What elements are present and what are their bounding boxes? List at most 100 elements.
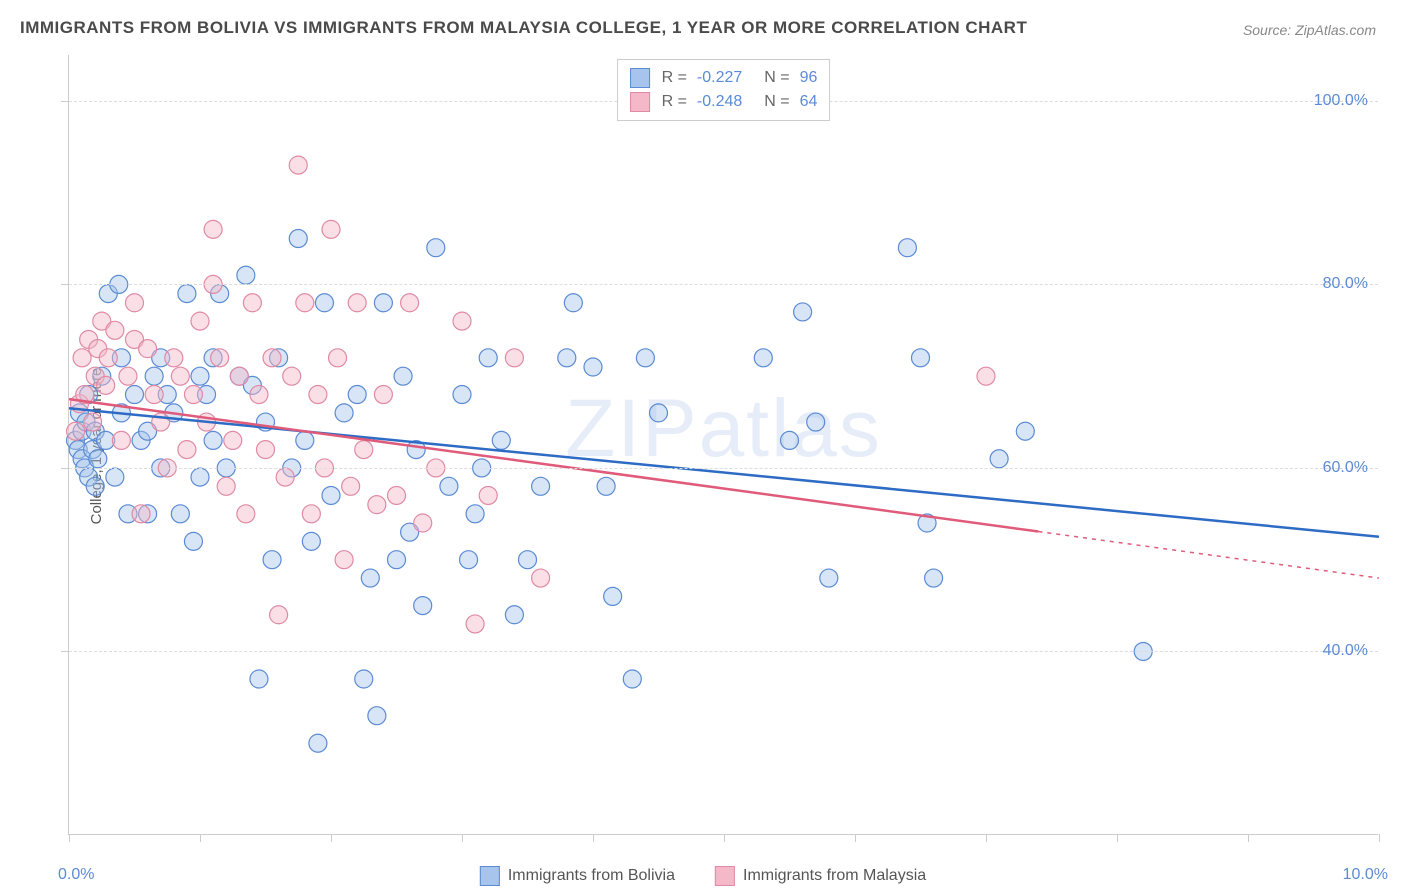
- data-point: [276, 468, 294, 486]
- data-point: [342, 477, 360, 495]
- data-point: [243, 294, 261, 312]
- data-point: [309, 386, 327, 404]
- n-value-bolivia: 96: [800, 69, 818, 87]
- data-point: [126, 386, 144, 404]
- data-point: [139, 340, 157, 358]
- x-tick: [1248, 834, 1249, 842]
- data-point: [211, 349, 229, 367]
- data-point: [106, 468, 124, 486]
- data-point: [191, 367, 209, 385]
- legend-item-malaysia: Immigrants from Malaysia: [715, 866, 926, 886]
- data-point: [89, 450, 107, 468]
- data-point: [250, 670, 268, 688]
- y-tick: [61, 101, 69, 102]
- y-tick: [61, 284, 69, 285]
- n-value-malaysia: 64: [800, 93, 818, 111]
- data-point: [505, 349, 523, 367]
- data-point: [754, 349, 772, 367]
- r-label: R =: [662, 69, 687, 87]
- x-tick: [69, 834, 70, 842]
- data-point: [912, 349, 930, 367]
- legend-item-bolivia: Immigrants from Bolivia: [480, 866, 675, 886]
- data-point: [348, 386, 366, 404]
- data-point: [584, 358, 602, 376]
- data-point: [460, 551, 478, 569]
- x-tick: [462, 834, 463, 842]
- x-tick: [593, 834, 594, 842]
- data-point: [427, 239, 445, 257]
- legend-label-bolivia: Immigrants from Bolivia: [508, 867, 675, 885]
- data-point: [86, 477, 104, 495]
- data-point: [388, 486, 406, 504]
- data-point: [335, 551, 353, 569]
- r-value-bolivia: -0.227: [697, 69, 742, 87]
- data-point: [532, 477, 550, 495]
- data-point: [84, 413, 102, 431]
- data-point: [564, 294, 582, 312]
- data-point: [165, 349, 183, 367]
- data-point: [329, 349, 347, 367]
- data-point: [466, 615, 484, 633]
- data-point: [388, 551, 406, 569]
- data-point: [990, 450, 1008, 468]
- scatter-svg: [69, 55, 1378, 834]
- chart-title: IMMIGRANTS FROM BOLIVIA VS IMMIGRANTS FR…: [20, 18, 1027, 38]
- data-point: [191, 312, 209, 330]
- data-point: [414, 597, 432, 615]
- data-point: [807, 413, 825, 431]
- data-point: [73, 349, 91, 367]
- r-value-malaysia: -0.248: [697, 93, 742, 111]
- x-tick: [331, 834, 332, 842]
- n-label: N =: [764, 93, 789, 111]
- data-point: [119, 367, 137, 385]
- data-point: [263, 349, 281, 367]
- data-point: [335, 404, 353, 422]
- data-point: [505, 606, 523, 624]
- data-point: [781, 431, 799, 449]
- data-point: [650, 404, 668, 422]
- data-point: [178, 441, 196, 459]
- x-tick: [1117, 834, 1118, 842]
- data-point: [257, 441, 275, 459]
- data-point: [374, 386, 392, 404]
- legend-label-malaysia: Immigrants from Malaysia: [743, 867, 926, 885]
- data-point: [401, 294, 419, 312]
- data-point: [394, 367, 412, 385]
- x-tick: [986, 834, 987, 842]
- data-point: [302, 505, 320, 523]
- data-point: [296, 294, 314, 312]
- data-point: [204, 431, 222, 449]
- x-tick: [1379, 834, 1380, 842]
- data-point: [374, 294, 392, 312]
- legend-row-bolivia: R = -0.227 N = 96: [630, 66, 818, 90]
- data-point: [191, 468, 209, 486]
- data-point: [925, 569, 943, 587]
- data-point: [184, 532, 202, 550]
- data-point: [623, 670, 641, 688]
- data-point: [99, 349, 117, 367]
- chart-plot-area: ZIPatlas R = -0.227 N = 96 R = -0.248 N …: [68, 55, 1378, 835]
- data-point: [237, 266, 255, 284]
- n-label: N =: [764, 69, 789, 87]
- swatch-malaysia: [630, 92, 650, 112]
- data-point: [597, 477, 615, 495]
- data-point: [171, 505, 189, 523]
- y-tick-label: 40.0%: [1323, 642, 1368, 660]
- data-point: [237, 505, 255, 523]
- grid-line: [69, 468, 1378, 469]
- data-point: [309, 734, 327, 752]
- data-point: [322, 220, 340, 238]
- data-point: [67, 422, 85, 440]
- data-point: [224, 431, 242, 449]
- data-point: [348, 294, 366, 312]
- data-point: [322, 486, 340, 504]
- data-point: [97, 376, 115, 394]
- swatch-bolivia: [630, 68, 650, 88]
- data-point: [315, 294, 333, 312]
- data-point: [289, 156, 307, 174]
- data-point: [636, 349, 654, 367]
- x-axis-min-label: 0.0%: [58, 866, 94, 884]
- y-tick: [61, 468, 69, 469]
- y-tick-label: 60.0%: [1323, 459, 1368, 477]
- data-point: [492, 431, 510, 449]
